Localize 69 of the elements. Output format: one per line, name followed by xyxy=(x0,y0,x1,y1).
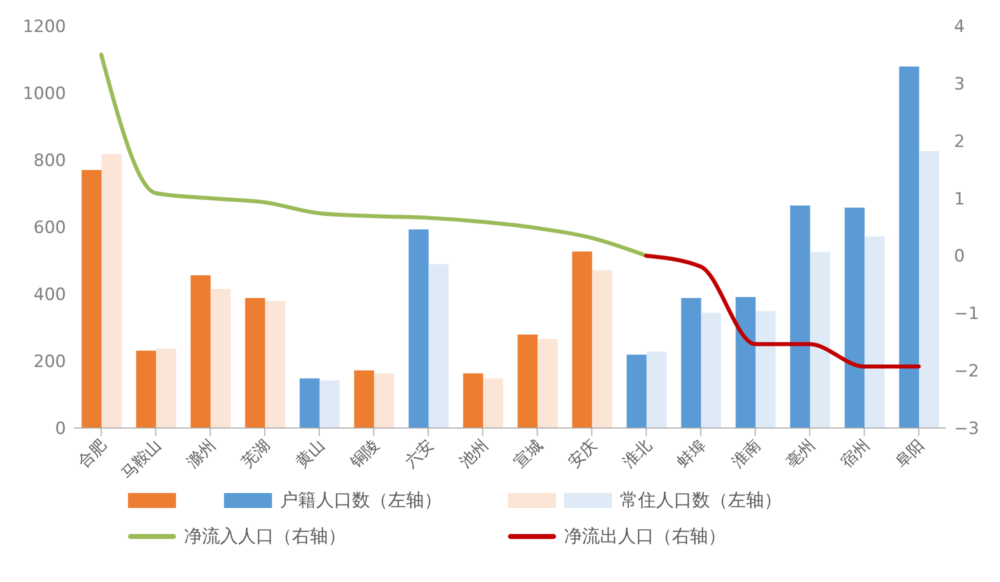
x-tick-label: 亳州 xyxy=(782,435,819,472)
x-tick-label: 淮北 xyxy=(619,435,656,472)
bar xyxy=(190,275,211,428)
bar xyxy=(899,66,920,428)
x-tick-label: 安庆 xyxy=(564,435,601,472)
y-tick-label: 200 xyxy=(34,352,66,372)
line-series xyxy=(644,254,921,369)
bar xyxy=(463,373,484,428)
y2-tick-label: 2 xyxy=(954,132,965,152)
bar xyxy=(374,373,394,428)
x-tick-label: 铜陵 xyxy=(346,435,383,472)
y2-tick-label: −3 xyxy=(954,419,980,440)
x-tick-label: 芜湖 xyxy=(238,435,274,472)
bar xyxy=(646,352,667,428)
bar xyxy=(136,350,156,428)
bar xyxy=(320,380,340,428)
y2-tick-label: 4 xyxy=(954,17,965,38)
y-tick-label: 1000 xyxy=(22,84,66,104)
bar xyxy=(592,270,612,428)
bar xyxy=(245,298,266,428)
bar xyxy=(354,370,374,428)
y2-tick-label: 0 xyxy=(954,246,965,267)
bar xyxy=(428,264,449,428)
legend-label: 净流入人口（右轴） xyxy=(184,525,346,548)
x-tick-label: 阜阳 xyxy=(892,435,928,472)
bar xyxy=(82,170,102,428)
y-tick-label: 400 xyxy=(34,285,66,306)
bar xyxy=(538,338,558,428)
bar xyxy=(844,208,865,428)
bar xyxy=(518,334,538,428)
bar xyxy=(156,348,176,428)
x-tick-label: 池州 xyxy=(456,435,492,472)
bar xyxy=(300,378,320,428)
bar xyxy=(572,251,592,428)
y2-tick-label: 1 xyxy=(954,189,965,210)
legend-label: 净流出人口（右轴） xyxy=(564,525,726,548)
y-tick-label: 600 xyxy=(34,218,66,238)
x-tick-label: 合肥 xyxy=(74,435,110,472)
bar xyxy=(701,312,722,428)
bar xyxy=(919,150,940,428)
bar xyxy=(265,301,286,428)
y-tick-label: 1200 xyxy=(22,17,66,38)
x-tick-label: 马鞍山 xyxy=(117,435,165,483)
x-tick-label: 黄山 xyxy=(292,435,328,472)
x-tick-label: 滁州 xyxy=(183,435,220,472)
bar xyxy=(626,354,647,428)
y2-tick-label: 3 xyxy=(954,74,965,94)
y-tick-label: 800 xyxy=(34,151,66,172)
bar xyxy=(864,236,885,428)
bar xyxy=(736,297,756,428)
y2-tick-label: −1 xyxy=(954,304,980,324)
legend-label: 常住人口数（左轴） xyxy=(620,489,782,512)
y2-tick-label: −2 xyxy=(954,362,980,382)
bar xyxy=(681,298,702,428)
x-tick-label: 蚌埠 xyxy=(674,435,710,472)
x-tick-label: 宣城 xyxy=(510,435,546,472)
bar xyxy=(102,154,122,428)
bar xyxy=(483,378,504,428)
line-series xyxy=(99,52,648,258)
x-tick-label: 宿州 xyxy=(837,435,874,472)
bar xyxy=(756,311,776,428)
bar xyxy=(810,252,830,428)
legend-label: 户籍人口数（左轴） xyxy=(280,489,442,512)
bar xyxy=(408,229,429,428)
bar xyxy=(790,206,810,428)
y-tick-label: 0 xyxy=(55,419,66,440)
bar xyxy=(210,288,231,428)
x-tick-label: 六安 xyxy=(401,435,438,472)
x-tick-label: 淮南 xyxy=(728,435,764,472)
